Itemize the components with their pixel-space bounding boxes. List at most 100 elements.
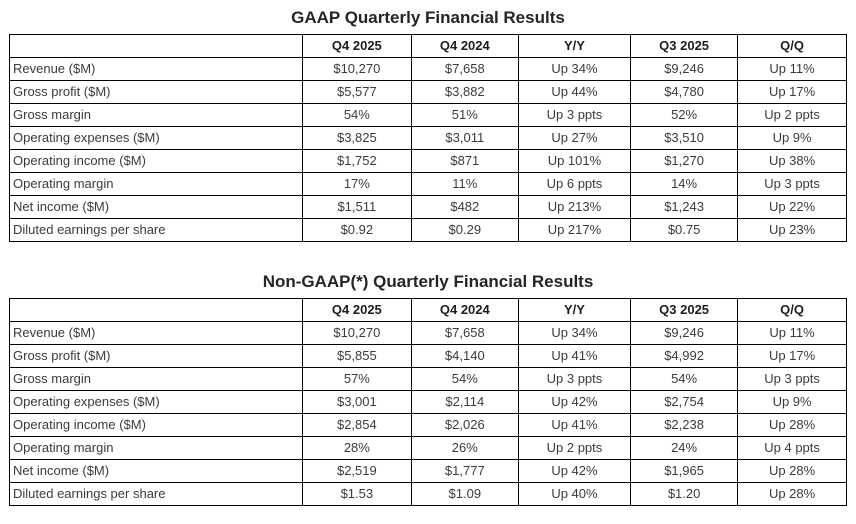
cell-value: Up 42%	[517, 459, 632, 483]
cell-value: Up 3 ppts	[737, 172, 847, 196]
row-label: Revenue ($M)	[9, 57, 303, 81]
gaap-results-table: Q4 2025 Q4 2024 Y/Y Q3 2025 Q/Q Revenue ($M)…	[9, 34, 847, 242]
row-label: Gross margin	[9, 103, 303, 127]
cell-value: $2,854	[301, 413, 412, 437]
row-label: Gross profit ($M)	[9, 344, 303, 368]
cell-value: $3,001	[301, 390, 412, 414]
cell-value: Up 3 ppts	[737, 367, 847, 391]
cell-value: Up 40%	[517, 482, 632, 506]
cell-value: 24%	[630, 436, 739, 460]
cell-value: Up 6 ppts	[517, 172, 632, 196]
non-gaap-results-section: Non-GAAP(*) Quarterly Financial Results …	[9, 272, 847, 506]
cell-value: Up 34%	[517, 57, 632, 81]
cell-value: Up 9%	[737, 390, 847, 414]
column-header: Q/Q	[737, 34, 847, 58]
table-row: Diluted earnings per share $0.92 $0.29 Up 2…	[9, 218, 847, 242]
row-label: Net income ($M)	[9, 195, 303, 219]
cell-value: $3,825	[301, 126, 412, 150]
cell-value: $7,658	[410, 321, 519, 345]
cell-value: Up 42%	[517, 390, 632, 414]
cell-value: $1.53	[301, 482, 412, 506]
cell-value: $5,577	[301, 80, 412, 104]
row-label: Gross profit ($M)	[9, 80, 303, 104]
column-header: Q/Q	[737, 298, 847, 322]
cell-value: Up 28%	[737, 459, 847, 483]
cell-value: Up 11%	[737, 57, 847, 81]
page: GAAP Quarterly Financial Results Q4 2025…	[9, 8, 847, 506]
table-row: Net income ($M) $2,519 $1,777 Up 42% $1,965 U…	[9, 459, 847, 483]
row-label: Operating margin	[9, 436, 303, 460]
column-header: Q4 2025	[301, 34, 412, 58]
column-header: Q3 2025	[630, 298, 739, 322]
cell-value: Up 41%	[517, 344, 632, 368]
table-row: Operating margin 28% 26% Up 2 ppts 24% Up 4 p…	[9, 436, 847, 460]
row-label: Net income ($M)	[9, 459, 303, 483]
table-row: Net income ($M) $1,511 $482 Up 213% $1,243 Up…	[9, 195, 847, 219]
cell-value: Up 41%	[517, 413, 632, 437]
cell-value: $3,011	[410, 126, 519, 150]
cell-value: $10,270	[301, 57, 412, 81]
column-header: Q4 2024	[410, 34, 519, 58]
cell-value: Up 3 ppts	[517, 103, 632, 127]
cell-value: Up 17%	[737, 80, 847, 104]
cell-value: $0.75	[630, 218, 739, 242]
cell-value: $1,965	[630, 459, 739, 483]
cell-value: Up 28%	[737, 482, 847, 506]
table-row: Operating margin 17% 11% Up 6 ppts 14% Up 3 p…	[9, 172, 847, 196]
non-gaap-table-title: Non-GAAP(*) Quarterly Financial Results	[262, 272, 594, 291]
row-label: Revenue ($M)	[9, 321, 303, 345]
cell-value: $9,246	[630, 57, 739, 81]
cell-value: 28%	[301, 436, 412, 460]
row-label: Diluted earnings per share	[9, 218, 303, 242]
cell-value: 57%	[301, 367, 412, 391]
cell-value: $871	[410, 149, 519, 173]
gaap-results-section: GAAP Quarterly Financial Results Q4 2025…	[9, 8, 847, 242]
column-header: Q4 2025	[301, 298, 412, 322]
cell-value: Up 2 ppts	[517, 436, 632, 460]
header-row: Q4 2025 Q4 2024 Y/Y Q3 2025 Q/Q	[9, 34, 847, 58]
row-label: Operating expenses ($M)	[9, 390, 303, 414]
column-header: Y/Y	[517, 34, 632, 58]
table-row: Diluted earnings per share $1.53 $1.09 Up 4…	[9, 482, 847, 506]
cell-value: $1.09	[410, 482, 519, 506]
column-header: Q4 2024	[410, 298, 519, 322]
row-label-column-header	[9, 34, 303, 58]
table-row: Operating income ($M) $2,854 $2,026 Up 41% $…	[9, 413, 847, 437]
cell-value: $1,243	[630, 195, 739, 219]
cell-value: $2,114	[410, 390, 519, 414]
cell-value: Up 34%	[517, 321, 632, 345]
cell-value: 54%	[630, 367, 739, 391]
cell-value: $3,510	[630, 126, 739, 150]
cell-value: Up 3 ppts	[517, 367, 632, 391]
cell-value: Up 213%	[517, 195, 632, 219]
row-label: Operating margin	[9, 172, 303, 196]
table-row: Operating expenses ($M) $3,001 $2,114 Up 42…	[9, 390, 847, 414]
cell-value: $1.20	[630, 482, 739, 506]
cell-value: $2,519	[301, 459, 412, 483]
row-label-column-header	[9, 298, 303, 322]
table-row: Gross margin 57% 54% Up 3 ppts 54% Up 3 ppts	[9, 367, 847, 391]
cell-value: 11%	[410, 172, 519, 196]
cell-value: $0.29	[410, 218, 519, 242]
cell-value: 14%	[630, 172, 739, 196]
cell-value: 17%	[301, 172, 412, 196]
cell-value: 54%	[301, 103, 412, 127]
table-row: Revenue ($M) $10,270 $7,658 Up 34% $9,246 Up …	[9, 57, 847, 81]
cell-value: Up 217%	[517, 218, 632, 242]
cell-value: $3,882	[410, 80, 519, 104]
cell-value: Up 4 ppts	[737, 436, 847, 460]
cell-value: $0.92	[301, 218, 412, 242]
cell-value: $4,992	[630, 344, 739, 368]
table-row: Operating expenses ($M) $3,825 $3,011 Up 27…	[9, 126, 847, 150]
cell-value: $4,780	[630, 80, 739, 104]
cell-value: $1,511	[301, 195, 412, 219]
table-row: Gross profit ($M) $5,577 $3,882 Up 44% $4,78…	[9, 80, 847, 104]
cell-value: Up 44%	[517, 80, 632, 104]
cell-value: 26%	[410, 436, 519, 460]
row-label: Diluted earnings per share	[9, 482, 303, 506]
cell-value: $9,246	[630, 321, 739, 345]
cell-value: Up 38%	[737, 149, 847, 173]
cell-value: $1,270	[630, 149, 739, 173]
cell-value: Up 22%	[737, 195, 847, 219]
cell-value: 54%	[410, 367, 519, 391]
